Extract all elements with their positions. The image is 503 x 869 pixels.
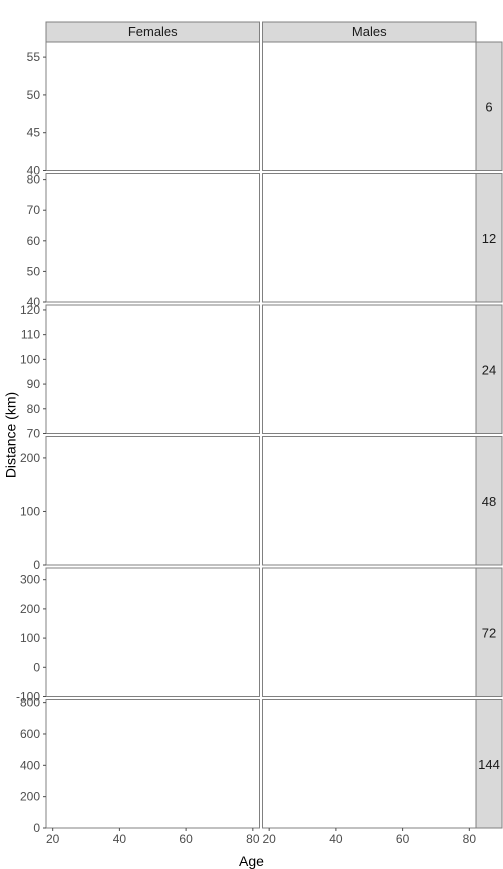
row-strip-label: 72 xyxy=(482,625,496,640)
x-tick-label: 60 xyxy=(179,832,193,846)
y-tick-label: 110 xyxy=(21,328,40,342)
y-tick-label: 50 xyxy=(27,88,41,102)
y-tick-label: 90 xyxy=(27,377,41,391)
x-tick-label: 20 xyxy=(262,832,276,846)
y-tick-label: 120 xyxy=(20,303,40,317)
x-axis-title: Age xyxy=(239,853,264,869)
row-strip-label: 6 xyxy=(485,99,492,114)
x-tick-label: 40 xyxy=(329,832,343,846)
y-tick-label: 80 xyxy=(27,402,41,416)
y-tick-label: 70 xyxy=(27,427,41,441)
panel xyxy=(263,437,477,566)
y-tick-label: 200 xyxy=(20,451,40,465)
panel xyxy=(46,568,260,697)
y-tick-label: 200 xyxy=(20,602,40,616)
row-strip-label: 48 xyxy=(482,494,496,509)
y-tick-label: 200 xyxy=(20,790,40,804)
y-tick-label: 800 xyxy=(20,696,40,710)
panel xyxy=(263,42,477,171)
panel xyxy=(46,174,260,303)
x-tick-label: 60 xyxy=(396,832,410,846)
panel xyxy=(46,305,260,434)
y-tick-label: 300 xyxy=(20,573,40,587)
x-tick-label: 40 xyxy=(113,832,127,846)
panel xyxy=(46,42,260,171)
y-tick-label: 400 xyxy=(20,758,40,772)
y-tick-label: 55 xyxy=(27,50,41,64)
y-tick-label: 100 xyxy=(20,631,40,645)
row-strip-label: 12 xyxy=(482,231,496,246)
y-tick-label: 45 xyxy=(27,126,41,140)
plot-svg: Females Males 6 12 24 48 72 144 40 45 50 55 40 50 60 70… xyxy=(0,0,503,869)
y-tick-label: 0 xyxy=(33,660,40,674)
row-strip-label: 144 xyxy=(478,757,500,772)
panel xyxy=(263,305,477,434)
y-axis-title: Distance (km) xyxy=(3,391,19,477)
y-tick-label: 60 xyxy=(27,234,41,248)
y-tick-label: 600 xyxy=(20,727,40,741)
panel xyxy=(46,437,260,566)
y-tick-label: 70 xyxy=(27,203,41,217)
y-tick-label: 100 xyxy=(20,352,40,366)
panel xyxy=(263,700,477,829)
y-tick-label: 50 xyxy=(27,264,41,278)
col-strip-label: Males xyxy=(352,24,387,39)
panel xyxy=(263,174,477,303)
x-tick-label: 80 xyxy=(246,832,260,846)
y-tick-label: 80 xyxy=(27,173,41,187)
row-strip-label: 24 xyxy=(482,362,496,377)
panel xyxy=(46,700,260,829)
x-tick-label: 80 xyxy=(463,832,477,846)
x-tick-label: 20 xyxy=(46,832,60,846)
y-tick-label: 0 xyxy=(33,821,40,835)
panel xyxy=(263,568,477,697)
y-tick-label: 100 xyxy=(20,504,40,518)
facet-grid-figure: Distance (km) Age Females Males 6 12 24 48 72 1… xyxy=(0,0,503,869)
y-tick-label: 0 xyxy=(33,558,40,572)
col-strip-label: Females xyxy=(128,24,178,39)
